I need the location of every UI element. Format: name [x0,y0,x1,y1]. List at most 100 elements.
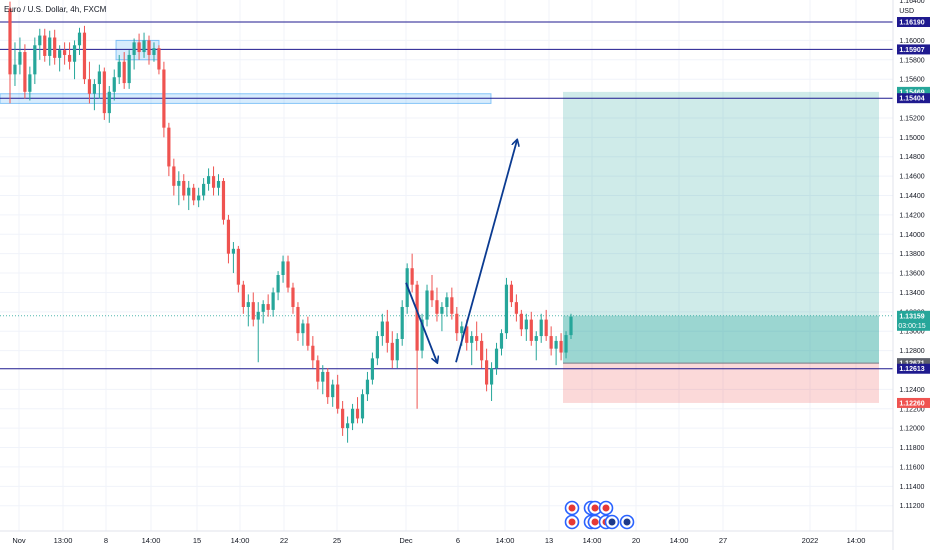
candle-body [499,333,504,349]
candle [236,245,240,293]
candle-body [355,408,360,419]
currency-label: USD [899,8,914,15]
candle-body [187,187,191,196]
candle-body [77,32,82,46]
candle-body [72,45,77,62]
candle [400,300,404,346]
plot-area [0,0,893,531]
y-tick-label: 1.15200 [899,115,924,122]
candle-body [445,297,449,307]
candle-body [385,321,389,343]
candle [53,29,57,65]
candle [102,67,106,120]
candle-body [410,268,414,285]
candle-body [281,261,285,275]
candle-body [286,261,290,288]
y-tick-label: 1.14600 [899,174,924,181]
x-tick-label: 22 [280,536,288,545]
x-tick-label: 14:00 [496,536,515,545]
candle [321,365,325,395]
candle-body [276,274,280,293]
candle-body [63,50,67,55]
candle-body [8,8,12,75]
candle-body [539,319,543,337]
candle [216,174,221,196]
candle-body [92,84,96,94]
candle-body [489,368,494,385]
candle [28,66,32,101]
candle-body [58,50,62,58]
candle-body [256,311,260,320]
candle [485,348,489,392]
price-badge: 1.16190 [897,17,930,27]
candle [182,174,186,201]
candle-body [321,371,325,382]
x-tick-label: Dec [399,536,413,545]
candle [286,255,290,293]
candle-body [271,292,275,310]
event-marker-flag [591,518,599,526]
candle-body [202,183,206,196]
candle-body [28,74,32,92]
candle-body [43,35,47,56]
candle-body [524,319,528,330]
candle [63,42,67,65]
candle-body [360,394,365,419]
candle-body [251,302,255,320]
candle [67,42,72,70]
candle-body [395,338,399,361]
candle [48,30,52,66]
candle [326,368,330,404]
y-tick-label: 1.15800 [899,57,924,64]
candle-body [87,79,92,94]
candle [112,69,116,101]
candle-body [514,302,518,314]
price-badge-bg [897,363,930,374]
price-badge-label: 1.13159 [899,313,924,320]
candle-body [326,371,330,398]
candle [197,187,201,208]
candle-body [216,180,221,188]
candle [499,329,504,356]
candle-body [430,290,434,301]
candle-body [420,319,424,351]
countdown-label: 03:00:15 [898,323,925,330]
candle-body [67,54,72,62]
candle-body [261,304,265,312]
candle [246,294,250,327]
x-tick-label: 14:00 [142,536,161,545]
candle-body [246,302,250,307]
candle [8,1,12,104]
x-tick-label: 6 [456,536,460,545]
candle [192,183,196,206]
candle [390,331,394,369]
candle [430,274,434,307]
candle [524,313,528,341]
candle [504,277,509,339]
x-tick-label: 2022 [802,536,819,545]
candle-body [197,195,201,201]
candle [142,32,146,58]
y-tick-label: 1.11600 [900,464,925,471]
candle-body [33,45,37,75]
candle-body [221,180,226,220]
candle [475,321,479,351]
event-marker-flag [568,504,576,512]
candle-body [544,319,548,337]
candle-body [470,336,474,343]
candle-body [460,326,464,334]
y-tick-label: 1.11400 [900,484,925,491]
x-tick-label: 14:00 [231,536,250,545]
candle-body [142,40,146,53]
projection-arrow [405,282,437,362]
candle [440,302,444,332]
candle [450,287,454,320]
x-tick-label: 20 [632,536,640,545]
event-marker-flag [608,518,616,526]
candle [385,309,389,353]
candle-body [102,71,106,114]
candle-body [311,345,315,361]
candle [117,54,121,85]
candle-body [336,384,340,409]
